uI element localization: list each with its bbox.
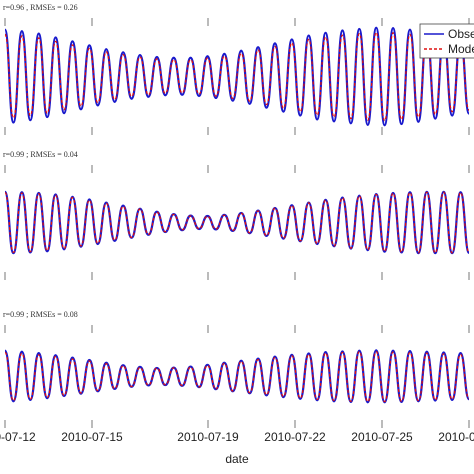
legend-box (419, 23, 474, 59)
x-tick-label: 2010-07-15 (61, 430, 123, 444)
legend-label: Observed (448, 27, 474, 41)
legend: ObservedModel (419, 23, 474, 59)
x-tick-label: 2010-07-28 (438, 430, 474, 444)
legend-label: Model (448, 42, 474, 56)
panel-title: r=0.96 , RMSEs = 0.26 (3, 3, 78, 12)
x-tick-label: 2010-07-25 (351, 430, 413, 444)
series-line (4, 31, 470, 122)
x-tick-label: 2010-07-19 (177, 430, 239, 444)
x-tick-label: 2010-07-12 (0, 430, 36, 444)
panel-title: r=0.99 ; RMSEs = 0.04 (3, 150, 78, 159)
x-tick-label: 2010-07-22 (264, 430, 326, 444)
series-line (4, 191, 470, 254)
series-line (4, 351, 470, 403)
panel-title: r=0.99 ; RMSEs = 0.08 (3, 310, 78, 319)
x-axis-label: date (225, 452, 249, 466)
